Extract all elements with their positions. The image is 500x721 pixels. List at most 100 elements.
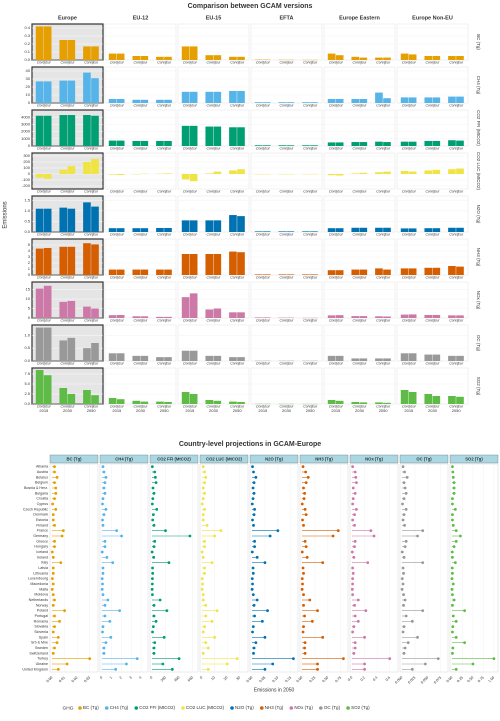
country-label: Czech Republic <box>23 507 48 511</box>
bar <box>116 140 125 146</box>
bar <box>383 57 391 60</box>
dot <box>353 603 356 607</box>
bar <box>448 396 456 404</box>
bar <box>213 308 222 318</box>
x-tick-label: 0.01 <box>58 676 66 684</box>
y-tick-label: 0.2 <box>24 41 30 46</box>
dot <box>53 523 56 527</box>
y-tick-label: 1 <box>28 266 31 271</box>
bar <box>132 56 141 60</box>
pair-label: Core|Eur <box>280 189 295 193</box>
dot <box>101 566 105 570</box>
dot <box>102 646 106 650</box>
bar <box>229 91 237 103</box>
bar <box>432 97 441 103</box>
legend-dot <box>78 706 82 710</box>
panel <box>149 463 199 673</box>
bar <box>59 80 68 103</box>
bar <box>83 306 91 318</box>
dot <box>350 587 354 591</box>
bar <box>35 327 44 361</box>
dot <box>451 625 455 629</box>
bar <box>254 231 263 232</box>
dot <box>254 475 258 479</box>
bar <box>43 208 52 232</box>
y-tick-label: 0.5 <box>24 345 30 350</box>
dot <box>351 518 355 522</box>
y-tick-label: 0 <box>28 272 31 277</box>
pair-label: Core|Eur <box>230 146 245 150</box>
dot <box>103 603 107 607</box>
pair-label: Core|Eur <box>449 232 464 236</box>
dot <box>451 523 455 527</box>
dot <box>204 475 208 479</box>
y-tick-label: 3000 <box>21 121 31 126</box>
pair-label: Core|Eur <box>61 275 76 279</box>
bar <box>448 96 456 103</box>
bar <box>456 355 464 361</box>
bar <box>108 140 117 146</box>
pair-label: Core|Eur <box>134 60 149 64</box>
bar <box>327 315 336 318</box>
pair-label: Core|Eur <box>230 318 245 322</box>
bar <box>327 270 336 275</box>
bar <box>456 96 464 103</box>
country-label: Austria <box>37 470 48 474</box>
bar <box>59 340 68 361</box>
dot <box>104 475 108 479</box>
x-tick-label: 0.50 <box>467 676 475 684</box>
bar <box>156 357 164 361</box>
dot <box>463 609 466 613</box>
country-label: Bulgaria <box>35 491 48 495</box>
pair-label: Core|Eur <box>256 404 271 408</box>
pair-label: Core|Eur <box>134 361 149 365</box>
bar <box>408 392 417 404</box>
dot <box>204 614 208 618</box>
bar <box>335 400 344 404</box>
bar <box>140 99 149 103</box>
bar <box>67 208 76 232</box>
pair-label: Core|Eur <box>207 404 222 408</box>
bar <box>286 274 295 275</box>
pair-label: Core|Eur <box>449 361 464 365</box>
bar <box>181 392 190 404</box>
bar <box>213 171 222 174</box>
dot <box>201 630 205 634</box>
dot <box>451 470 455 474</box>
bar <box>205 91 214 103</box>
dot <box>351 577 355 581</box>
dot <box>400 550 404 554</box>
dot <box>401 502 404 506</box>
dot <box>451 582 455 586</box>
bar <box>116 353 125 361</box>
dot <box>302 593 305 597</box>
bar <box>116 314 125 318</box>
pair-label: Core|Eur <box>110 103 125 107</box>
x-tick-label: 20 <box>223 676 229 682</box>
bar <box>400 53 409 60</box>
panel <box>323 195 396 233</box>
dot <box>353 646 357 650</box>
bar <box>432 267 441 275</box>
pair-label: Core|Eur <box>84 361 99 365</box>
bar <box>262 231 271 232</box>
dot <box>150 582 154 586</box>
pair-label: Core|Eur <box>230 232 245 236</box>
dot <box>104 507 108 511</box>
dot <box>105 555 109 559</box>
pair-label: Core|Eur <box>134 404 149 408</box>
bar <box>108 228 117 232</box>
dot <box>204 603 208 607</box>
dot <box>153 539 157 543</box>
bar <box>383 358 391 361</box>
panel-strip <box>49 454 99 464</box>
x-tick-label: 0.075 <box>433 676 442 685</box>
dot <box>152 603 156 607</box>
bar <box>181 254 190 275</box>
dot <box>353 539 357 543</box>
dot <box>402 497 406 501</box>
bar <box>181 297 190 318</box>
panel <box>323 23 396 61</box>
dot <box>53 646 56 650</box>
pair-label: Core|Eur <box>61 361 76 365</box>
